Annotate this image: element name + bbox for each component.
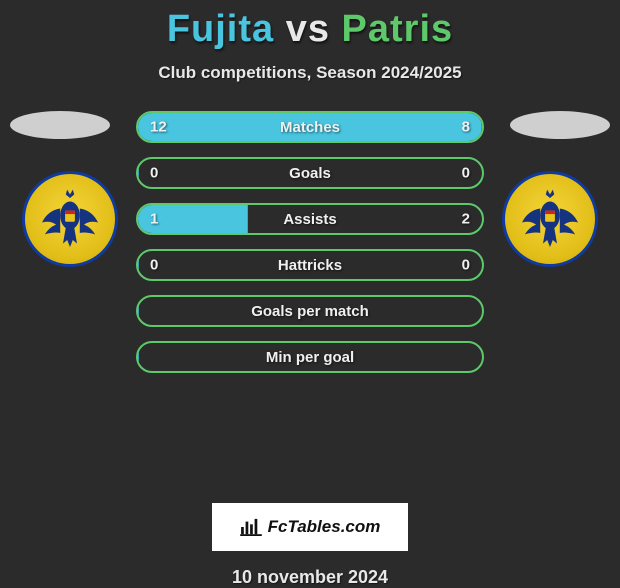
stat-fill-player1 xyxy=(138,251,139,279)
player1-avatar-placeholder xyxy=(10,111,110,139)
stats-bars: 128Matches00Goals12Assists00HattricksGoa… xyxy=(136,111,484,373)
snapshot-date: 10 november 2024 xyxy=(0,567,620,588)
stat-row: Min per goal xyxy=(136,341,484,373)
stat-row: 0 0 Hattricks xyxy=(136,249,484,281)
stat-value-player2: 0 xyxy=(462,257,470,274)
stat-row: 1 2 Assists xyxy=(136,203,484,235)
stat-value-player1: 1 xyxy=(150,211,158,228)
player1-club-badge xyxy=(22,171,118,267)
player2-avatar-placeholder xyxy=(510,111,610,139)
fctables-logo-text: FcTables.com xyxy=(268,517,381,537)
stat-fill-player1 xyxy=(138,159,139,187)
stat-value-player2: 0 xyxy=(462,165,470,182)
club-crest-icon xyxy=(35,184,105,254)
stat-label: Goals xyxy=(289,165,331,182)
stat-value-player1: 12 xyxy=(150,119,167,136)
stat-row: 12 8 Matches xyxy=(136,111,484,143)
stat-row: 0 0 Goals xyxy=(136,157,484,189)
stat-label: Matches xyxy=(280,119,340,136)
stat-label: Assists xyxy=(283,211,336,228)
club-crest-icon xyxy=(515,184,585,254)
stat-value-player1: 0 xyxy=(150,165,158,182)
stat-fill-player1 xyxy=(138,343,139,371)
bar-chart-icon xyxy=(240,518,262,536)
title-player2: Patris xyxy=(342,8,454,50)
stat-value-player2: 2 xyxy=(462,211,470,228)
content-region: 128Matches00Goals12Assists00HattricksGoa… xyxy=(0,111,620,491)
title-player1: Fujita xyxy=(167,8,274,50)
stat-label: Hattricks xyxy=(278,257,342,274)
stat-value-player1: 0 xyxy=(150,257,158,274)
stat-fill-player1 xyxy=(138,297,139,325)
stat-label: Min per goal xyxy=(266,349,354,366)
fctables-logo: FcTables.com xyxy=(212,503,408,551)
stat-label: Goals per match xyxy=(251,303,369,320)
player2-club-badge xyxy=(502,171,598,267)
stat-row: Goals per match xyxy=(136,295,484,327)
page-title: Fujita vs Patris xyxy=(0,0,620,51)
title-vs: vs xyxy=(286,8,330,50)
stat-value-player2: 8 xyxy=(462,119,470,136)
subtitle: Club competitions, Season 2024/2025 xyxy=(0,63,620,83)
